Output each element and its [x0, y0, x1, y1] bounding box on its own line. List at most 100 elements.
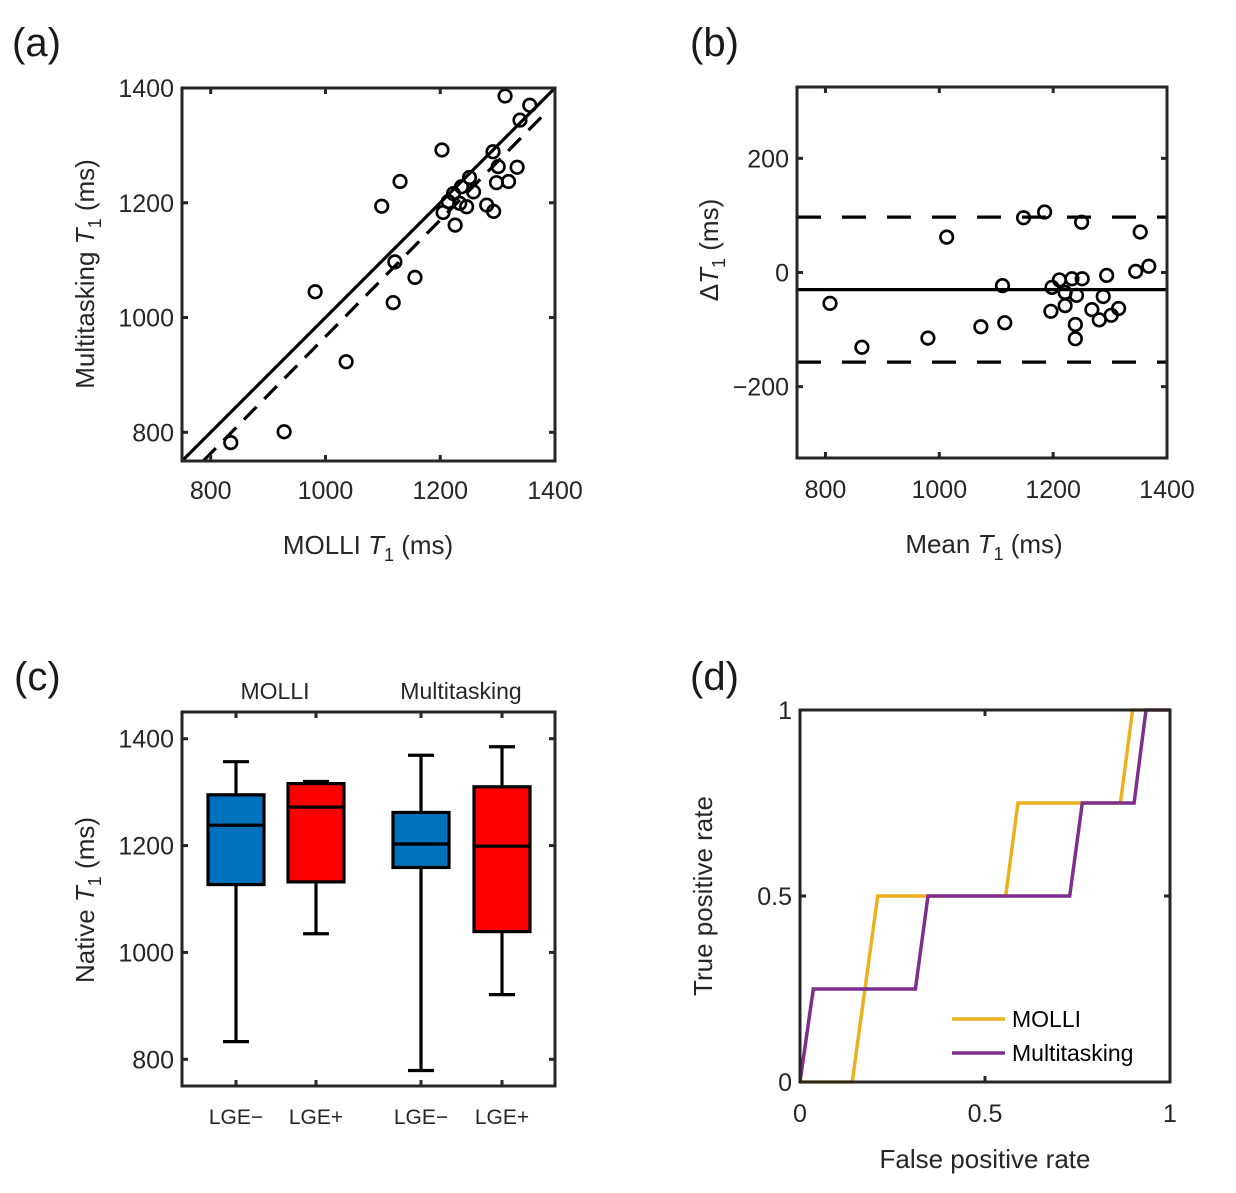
data-point	[459, 199, 475, 215]
data-point	[276, 424, 292, 440]
data-point	[338, 354, 354, 370]
data-point	[434, 142, 450, 158]
roc-curve-molli	[800, 708, 1170, 1084]
panel-d-y-tick-label: 0	[778, 1069, 792, 1097]
data-point	[1067, 331, 1083, 347]
panel-b-y-tick-label: 0	[775, 260, 789, 288]
panel-d-x-tick-label: 0	[793, 1100, 807, 1128]
panel-b-x-axis-label: Mean T1 (ms)	[905, 529, 1062, 564]
data-point	[1095, 288, 1111, 305]
panel-b-x-tick-label: 800	[805, 476, 847, 504]
data-point	[994, 278, 1011, 294]
panel-b-y-tick-label: −200	[733, 374, 789, 402]
panel-c-y-tick-label: 1000	[118, 939, 174, 967]
data-point	[407, 269, 423, 285]
data-point	[1141, 258, 1157, 274]
panel-c-category-label: LGE+	[475, 1106, 529, 1129]
iqr-box	[206, 793, 266, 887]
panel-d-y-tick-label: 0.5	[757, 883, 792, 911]
panel-b-bland-altman: 800 1000 1200 1400 −200 0 200 Mean T1 (ms) ΔT1…	[694, 85, 1195, 564]
panel-a-y-tick-label: 1000	[118, 305, 174, 333]
panel-b-x-tick-label: 1400	[1139, 476, 1195, 504]
box-multitasking-lge-	[391, 753, 451, 1073]
roc-curve-multitasking	[798, 708, 1170, 1083]
panel-d-y-axis-label: True positive rate	[688, 796, 718, 996]
data-point	[854, 339, 870, 355]
panel-c-category-label: LGE−	[394, 1106, 448, 1129]
panel-c-boxplot: 800 1000 1200 1400 LGE− LGE+ LGE− LGE+ MOLLI Mu…	[70, 678, 557, 1129]
data-point	[1051, 272, 1068, 288]
data-point	[522, 97, 538, 113]
data-point	[1111, 300, 1127, 317]
panel-label-a: (a)	[12, 21, 61, 65]
panel-a-x-tick-label: 1400	[527, 477, 583, 505]
data-point	[465, 184, 482, 200]
data-point	[509, 159, 525, 175]
data-point	[822, 295, 838, 311]
panel-label-d: (d)	[690, 655, 739, 699]
data-point	[939, 229, 955, 245]
data-point	[1099, 267, 1115, 283]
data-point	[1074, 271, 1090, 287]
data-point	[447, 217, 463, 233]
panel-a-y-axis-label: Multitasking T1 (ms)	[70, 159, 105, 389]
data-point	[1057, 298, 1073, 314]
panel-a-y-tick-label: 1400	[118, 75, 174, 103]
data-point	[453, 179, 470, 195]
data-point	[997, 315, 1013, 331]
panel-b-y-axis-label: ΔT1 (ms)	[694, 199, 729, 301]
panel-a-scatter: 800 1000 1200 1400 800 1000 1200 1400 MOLLI T1 …	[70, 75, 583, 565]
data-point	[1074, 214, 1090, 230]
data-point	[920, 330, 936, 346]
data-point	[385, 295, 401, 311]
data-point	[307, 284, 323, 300]
panel-a-x-tick-label: 1200	[412, 477, 468, 505]
data-point	[500, 173, 517, 190]
iqr-box	[391, 810, 451, 870]
data-point	[1064, 271, 1080, 287]
data-point	[490, 159, 506, 175]
data-point	[1067, 316, 1083, 333]
data-point	[1043, 303, 1059, 319]
panel-b-y-tick-label: 200	[747, 145, 789, 173]
panel-c-y-tick-label: 800	[132, 1046, 174, 1074]
panel-c-category-label: LGE−	[209, 1106, 263, 1129]
box-multitasking-lge-	[472, 745, 532, 997]
panel-d-legend: MOLLI Multitasking	[952, 1006, 1133, 1066]
box-molli-lge-	[206, 760, 266, 1044]
data-point	[973, 319, 989, 335]
legend-label-multitasking: Multitasking	[1012, 1040, 1133, 1066]
panel-d-x-axis-label: False positive rate	[880, 1144, 1091, 1174]
data-point	[1015, 210, 1032, 226]
panel-d-y-tick-label: 1	[778, 697, 792, 725]
panel-c-y-tick-label: 1200	[118, 833, 174, 861]
data-point	[392, 173, 408, 190]
panel-c-group-label-molli: MOLLI	[240, 678, 309, 704]
data-point	[1068, 287, 1085, 303]
panel-label-c: (c)	[14, 655, 61, 699]
panel-b-x-tick-label: 1000	[911, 476, 967, 504]
panel-label-b: (b)	[690, 21, 739, 65]
data-point	[488, 175, 505, 191]
data-point	[512, 112, 528, 128]
data-point	[485, 144, 501, 160]
panel-d-x-tick-label: 0.5	[968, 1100, 1003, 1128]
data-point	[461, 169, 478, 186]
panel-a-frame	[180, 86, 557, 463]
iqr-box	[472, 785, 532, 934]
panel-c-category-label: LGE+	[289, 1106, 343, 1129]
panel-c-y-axis-label: Native T1 (ms)	[70, 817, 105, 983]
box-molli-lge-	[286, 779, 346, 936]
panel-a-y-tick-label: 800	[132, 419, 174, 447]
panel-c-group-label-multitasking: Multitasking	[400, 678, 521, 704]
data-point	[374, 198, 390, 214]
data-point	[1037, 204, 1053, 220]
legend-label-molli: MOLLI	[1012, 1006, 1081, 1032]
panel-c-frame	[180, 710, 557, 1088]
data-point	[223, 435, 239, 451]
data-point	[1084, 302, 1100, 318]
panel-b-x-tick-label: 1200	[1025, 476, 1081, 504]
data-point	[387, 254, 403, 270]
panel-d-x-tick-label: 1	[1163, 1100, 1177, 1128]
